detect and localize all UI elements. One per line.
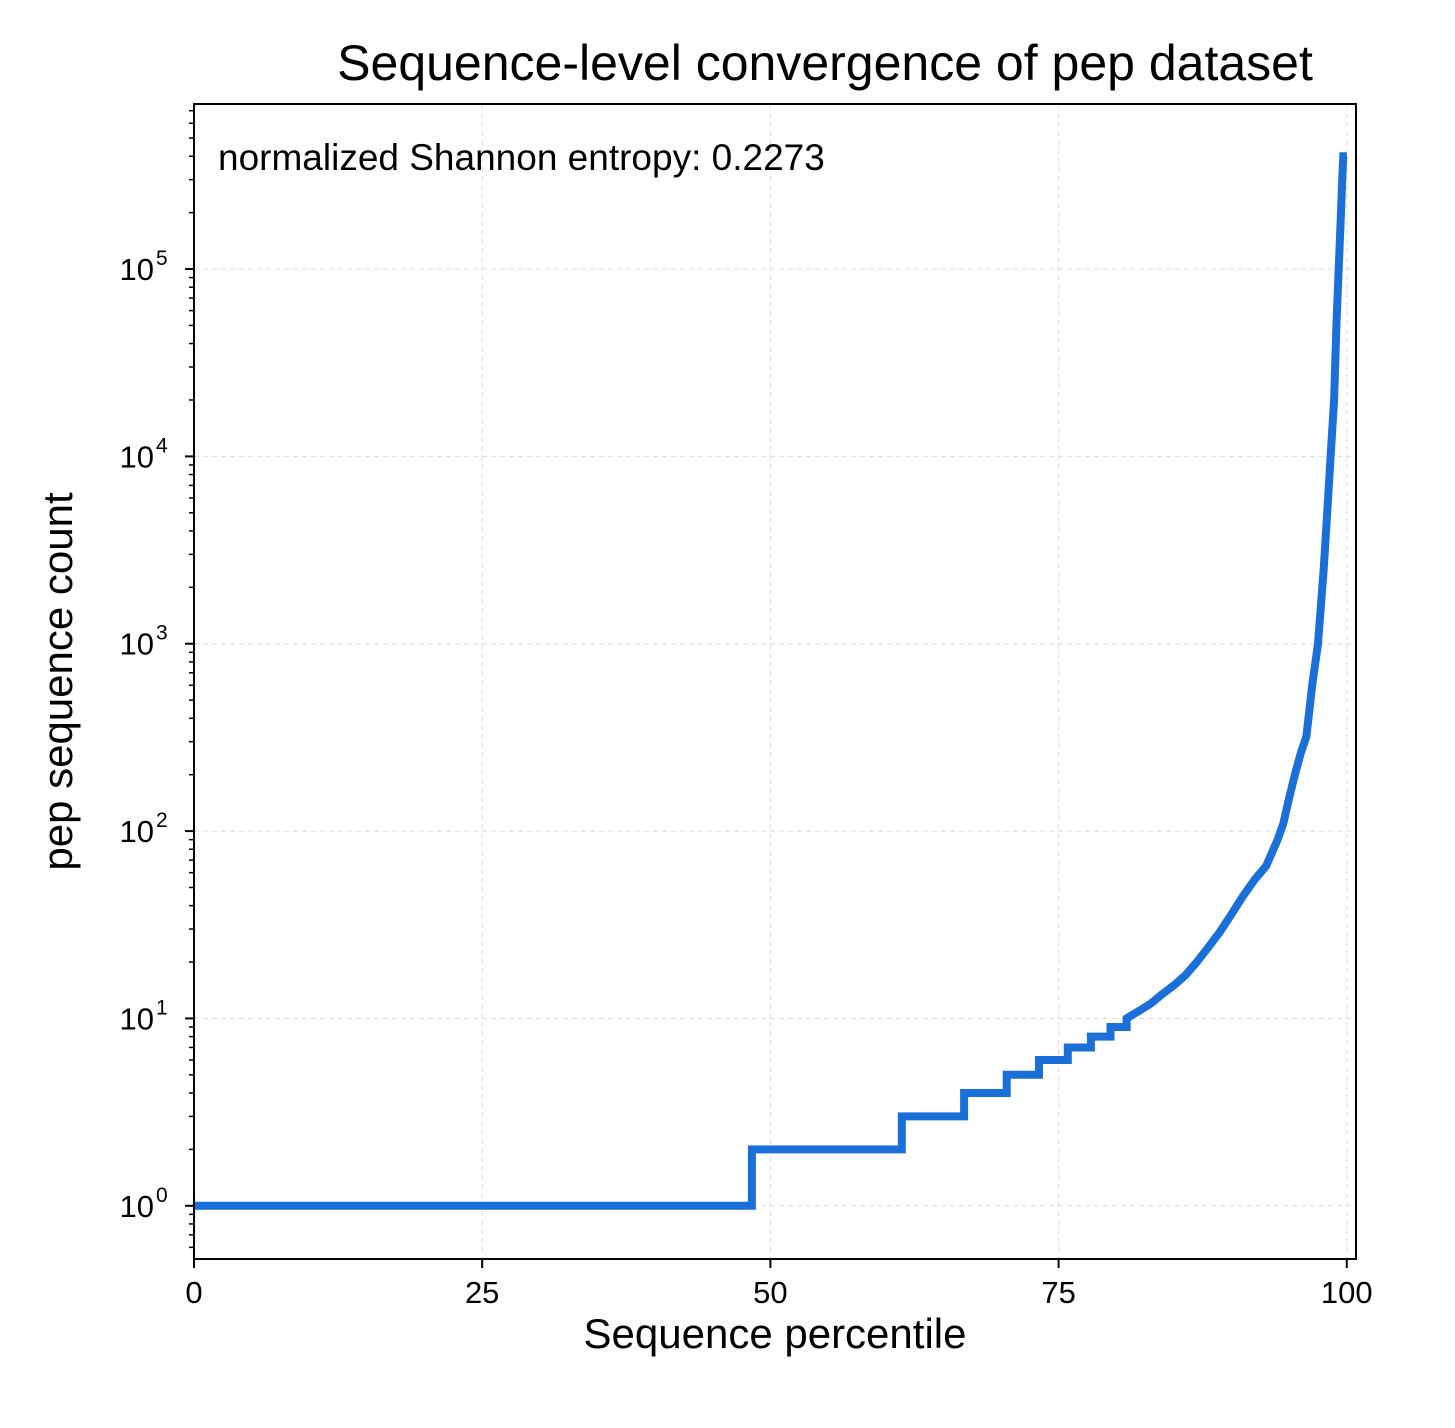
- y-tick-label: 10: [120, 814, 154, 849]
- y-tick-label: 10: [120, 439, 154, 474]
- series-layer: [194, 152, 1348, 1210]
- x-tick-label: 75: [1041, 1275, 1075, 1310]
- y-tick-label: 10: [120, 627, 154, 662]
- plot-frame: [193, 103, 1357, 1260]
- y-tick-label: 10: [120, 1001, 154, 1036]
- x-tick-label: 25: [465, 1275, 499, 1310]
- y-tick-exponent: 0: [156, 1184, 168, 1207]
- y-tick-exponent: 2: [156, 809, 168, 832]
- entropy-annotation: normalized Shannon entropy: 0.2273: [218, 137, 825, 178]
- x-tick-label: 0: [185, 1275, 202, 1310]
- y-tick-exponent: 1: [156, 996, 168, 1019]
- y-tick-label: 10: [120, 252, 154, 287]
- x-axis-label: Sequence percentile: [584, 1310, 967, 1357]
- x-tick-label: 50: [753, 1275, 787, 1310]
- chart-title: Sequence-level convergence of pep datase…: [337, 35, 1313, 91]
- y-tick-label: 10: [120, 1189, 154, 1224]
- y-axis-label: pep sequence count: [34, 492, 81, 871]
- series-line: [194, 152, 1348, 1210]
- x-tick-label: 100: [1321, 1275, 1373, 1310]
- y-tick-exponent: 3: [156, 622, 168, 645]
- y-tick-exponent: 4: [156, 434, 168, 457]
- grid-layer: [193, 104, 1356, 1259]
- y-tick-exponent: 5: [156, 247, 168, 270]
